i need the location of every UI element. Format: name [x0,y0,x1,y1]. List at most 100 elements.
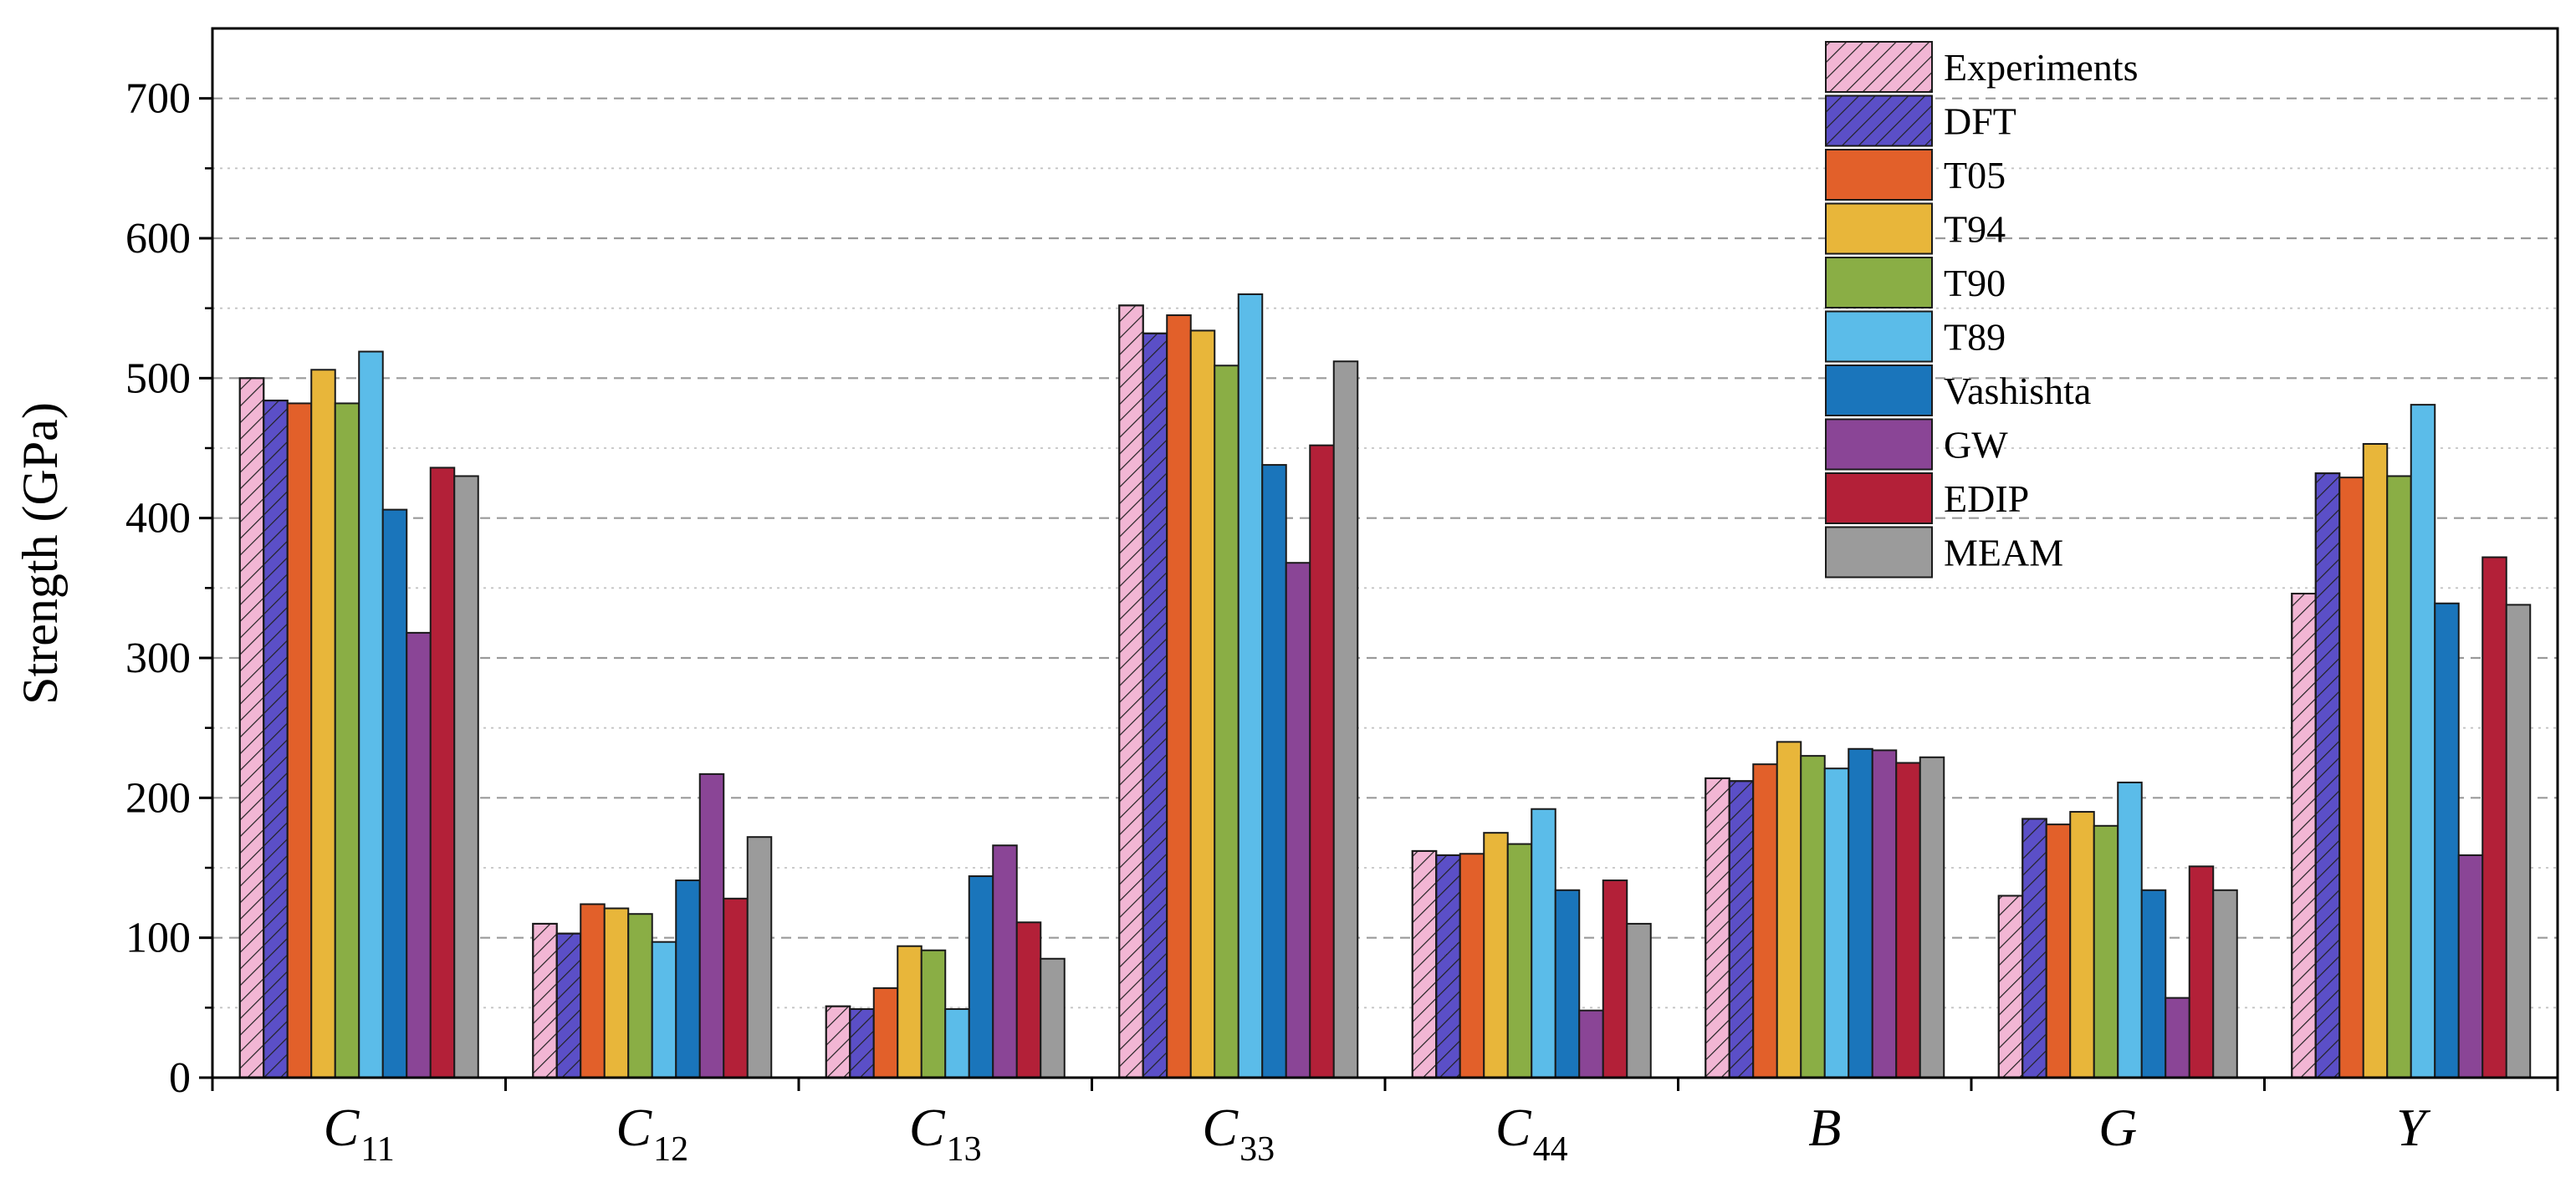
bar-gw-3 [992,844,1018,1079]
grid-lines [212,97,2558,1009]
bar-hatch-experiments-5 [1411,849,1438,1078]
y-tick-label: 0 [169,1054,191,1102]
x-category-symbol: G [2098,1098,2137,1157]
x-category-subscript: 44 [1533,1130,1568,1169]
legend-swatch-t90 [1825,257,1933,308]
legend-label-vashishta: Vashishta [1944,370,2091,412]
legend-swatch-t89 [1825,310,1933,363]
x-category-label: C13 [909,1098,982,1169]
bar-vashishta-1 [381,508,408,1078]
x-category-label: C12 [616,1098,688,1169]
bar-t89-4 [1237,293,1264,1078]
bar-t94-6 [1776,741,1802,1079]
bar-t89-2 [651,941,677,1078]
bar-t89-7 [2117,781,2143,1079]
legend-swatch-hatch-experiments [1825,41,1933,93]
bars [238,293,2532,1079]
bar-hatch-experiments-6 [1705,777,1730,1078]
bar-t05-2 [580,903,606,1079]
x-category-symbol: C [616,1098,652,1157]
bar-vashishta-2 [675,879,701,1079]
x-category-label: Y [2396,1098,2431,1157]
x-category-symbol: C [1202,1098,1239,1157]
bar-t90-8 [2386,475,2412,1078]
bar-t05-6 [1752,763,1778,1078]
bar-t94-8 [2362,442,2389,1078]
bar-t05-5 [1459,853,1485,1078]
bar-meam-4 [1332,360,1359,1078]
bar-t90-3 [920,949,947,1079]
bar-edip-8 [2481,556,2507,1078]
x-category-symbol: C [909,1098,946,1157]
bar-hatch-experiments-1 [238,377,265,1079]
bar-t94-2 [603,907,630,1078]
x-category-subscript: 13 [947,1130,982,1169]
y-tick-label: 200 [125,774,191,822]
bar-t94-3 [897,945,923,1078]
bar-hatch-experiments-8 [2291,593,2317,1078]
legend-label-dft: DFT [1944,100,2016,143]
bar-t05-7 [2045,823,2072,1078]
bar-t89-1 [358,350,384,1079]
bar-hatch-dft-6 [1728,780,1755,1079]
bar-t89-5 [1531,808,1556,1078]
bar-meam-5 [1626,922,1652,1079]
y-axis-label: Strength (GPa) [13,402,68,705]
legend-label-t89: T89 [1944,316,2006,359]
legend: Experiments DFT T05 T94 T90 T89 Vashishta GW EDI… [1825,41,2139,579]
bar-hatch-dft-1 [263,400,289,1078]
bar-t89-8 [2410,404,2436,1079]
bar-gw-6 [1871,749,1898,1078]
bar-t94-1 [310,369,336,1078]
legend-swatch-gw [1825,418,1933,471]
bar-gw-2 [698,772,725,1078]
legend-label-t94: T94 [1944,208,2006,251]
x-category-label: C33 [1202,1098,1275,1169]
bar-gw-7 [2165,997,2190,1078]
x-category-symbol: B [1808,1098,1841,1157]
bar-hatch-experiments-7 [1997,895,2024,1079]
bar-edip-3 [1015,921,1042,1079]
bar-t94-7 [2069,811,2095,1078]
bar-vashishta-4 [1261,464,1287,1078]
y-tick-label: 100 [125,915,191,962]
bar-vashishta-5 [1554,889,1581,1078]
bar-hatch-experiments-2 [532,922,558,1079]
bar-t94-5 [1483,832,1509,1079]
bar-t90-5 [1506,843,1533,1078]
legend-label-t05: T05 [1944,154,2006,196]
bar-t90-1 [334,402,360,1079]
bar-t94-4 [1189,329,1216,1078]
bar-gw-8 [2457,854,2484,1078]
bar-t90-6 [1800,755,1826,1079]
bar-gw-5 [1578,1009,1604,1079]
bar-hatch-dft-4 [1142,332,1168,1078]
bar-t90-2 [627,913,653,1078]
bar-t05-4 [1166,314,1192,1078]
bar-meam-1 [453,475,479,1078]
bar-gw-4 [1285,562,1311,1078]
bar-edip-6 [1895,762,1921,1078]
x-category-symbol: C [324,1098,360,1157]
x-category-subscript: 12 [653,1130,688,1169]
bar-meam-8 [2505,604,2532,1078]
legend-swatch-vashishta [1825,365,1933,416]
bar-vashishta-3 [968,875,994,1079]
bar-meam-6 [1919,756,1945,1078]
legend-label-experiments: Experiments [1944,46,2139,89]
bar-t05-8 [2338,477,2364,1078]
legend-swatch-t05 [1825,149,1933,201]
x-category-symbol: C [1495,1098,1532,1157]
bar-edip-1 [429,466,456,1078]
bar-t05-3 [872,987,899,1078]
bar-vashishta-6 [1848,747,1873,1078]
bar-meam-2 [746,836,773,1078]
bar-hatch-dft-3 [849,1008,875,1079]
legend-label-edip: EDIP [1944,477,2029,520]
bar-hatch-dft-5 [1435,854,1461,1078]
x-category-label: B [1808,1098,1841,1157]
bar-edip-7 [2188,865,2215,1078]
bar-vashishta-7 [2140,889,2167,1078]
